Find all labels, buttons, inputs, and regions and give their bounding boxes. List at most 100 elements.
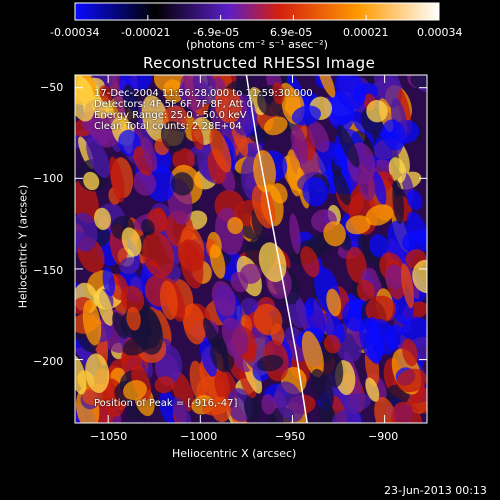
- heatmap-blob: [230, 272, 249, 293]
- heatmap-blob: [239, 367, 257, 398]
- heatmap-blob: [142, 231, 175, 279]
- heatmap-blob: [300, 246, 320, 278]
- heatmap-blob: [302, 176, 328, 207]
- y-tick-label: −100: [33, 172, 64, 185]
- heatmap-blob: [75, 355, 87, 395]
- heatmap-blob: [209, 244, 226, 279]
- heatmap-blob: [388, 157, 407, 184]
- x-tick-label: −900: [368, 430, 399, 443]
- heatmap-blob: [291, 105, 322, 126]
- heatmap-blob: [214, 88, 242, 124]
- heatmap-blob: [159, 280, 178, 320]
- annotation-clean-counts: Clean Total counts: 2.28E+04: [94, 121, 242, 132]
- heatmap-blob: [332, 169, 351, 206]
- heatmap-blob: [406, 189, 423, 211]
- colorbar-tick-5: 0.00034: [417, 26, 463, 39]
- heatmap-blob: [75, 75, 96, 122]
- heatmap-blob: [358, 170, 376, 201]
- annotation-detectors: Detectors: 4F 5F 6F 7F 8F, Att 0: [94, 99, 254, 110]
- heatmap-blob: [301, 330, 324, 378]
- heatmap-blob: [391, 401, 423, 423]
- heatmap-blob: [308, 121, 330, 153]
- x-axis-label: Heliocentric X (arcsec): [172, 447, 297, 460]
- colorbar-tick-4: 0.00021: [343, 26, 389, 39]
- heatmap-blob: [191, 123, 204, 151]
- heatmap-blob: [221, 317, 249, 356]
- axis-ticks: [75, 75, 427, 423]
- heatmap-blob: [126, 306, 141, 331]
- heatmap-blob: [141, 137, 158, 172]
- heatmap-blob: [323, 221, 346, 247]
- y-axis-label: Heliocentric Y (arcsec): [16, 184, 30, 309]
- heatmap-blob: [331, 409, 362, 423]
- heatmap-blob: [263, 116, 288, 136]
- heatmap-blob: [202, 317, 222, 354]
- heatmap-blob: [289, 213, 301, 255]
- heatmap-blob: [180, 242, 204, 289]
- heatmap-blob: [102, 266, 116, 297]
- heatmap-blob: [410, 75, 427, 89]
- heatmap-blob: [381, 119, 406, 151]
- heatmap-blob: [82, 300, 102, 346]
- heatmap-blob: [366, 100, 388, 123]
- heatmap-blob: [365, 377, 380, 402]
- heatmap-blob: [258, 242, 287, 283]
- heatmap-blob: [209, 128, 232, 173]
- heatmap-blob: [85, 353, 110, 394]
- heatmap-blob: [374, 75, 403, 108]
- annotation-time-range: 17-Dec-2004 11:56:28.000 to 11:59:30.000: [94, 88, 313, 99]
- heatmap-blob: [83, 171, 100, 191]
- heatmap-blob: [401, 263, 414, 309]
- chart-title: Reconstructed RHESSI Image: [143, 54, 376, 72]
- y-tick-label: −200: [33, 355, 64, 368]
- colorbar-tick-1: -0.00021: [121, 26, 171, 39]
- heatmap-blob: [369, 234, 389, 258]
- heatmap-blob: [272, 82, 285, 105]
- heatmap-blob: [170, 370, 195, 412]
- heatmap-blob: [290, 125, 309, 165]
- heatmap-blob: [189, 360, 207, 402]
- solar-limb-curve: [245, 75, 308, 423]
- heatmap-blob: [323, 334, 341, 354]
- heatmap-blob: [109, 156, 125, 203]
- heatmap-blob: [133, 169, 157, 196]
- plot-frame: [74, 74, 428, 424]
- heatmap-blob: [99, 85, 113, 104]
- y-tick-label: −50: [40, 81, 64, 94]
- heatmap-blob: [96, 289, 114, 327]
- heatmap-blob: [343, 393, 372, 412]
- heatmap-blob: [346, 246, 367, 283]
- footer-timestamp: 23-Jun-2013 00:13: [384, 484, 487, 497]
- heatmap-blob: [94, 207, 111, 231]
- colorbar-ticks: [74, 15, 440, 20]
- heatmap-blob: [172, 397, 192, 423]
- heatmap-blob: [326, 288, 342, 317]
- heatmap-blob: [153, 75, 185, 92]
- heatmap-blob: [243, 394, 261, 422]
- heatmap-blob: [253, 303, 283, 336]
- x-tick-label: −1050: [90, 430, 128, 443]
- colorbar-tick-3: 6.9e-05: [270, 26, 313, 39]
- heatmap-blob: [275, 381, 305, 423]
- heatmap-blob: [392, 179, 405, 225]
- heatmap-blob: [86, 136, 110, 179]
- x-tick-label: −1000: [180, 430, 218, 443]
- heatmap-blob: [75, 212, 98, 252]
- colorbar-tick-0: -0.00034: [50, 26, 100, 39]
- heatmap-blob: [305, 297, 326, 337]
- heatmap-blob: [396, 368, 427, 393]
- annotation-energy-range: Energy Range: 25.0 - 50.0 keV: [94, 110, 247, 121]
- heatmap-blob: [406, 211, 427, 246]
- heatmap-image: [75, 75, 427, 423]
- heatmap-blob: [337, 125, 360, 168]
- y-tick-label: −150: [33, 264, 64, 277]
- heatmap-blob: [311, 368, 334, 408]
- heatmap-blob: [412, 259, 427, 294]
- heatmap-blob: [154, 376, 175, 394]
- heatmap-blob: [119, 257, 140, 274]
- heatmap-blob: [359, 318, 384, 363]
- heatmap-blob: [192, 75, 216, 105]
- heatmap-blob: [211, 280, 236, 317]
- heatmap-blob: [160, 121, 187, 152]
